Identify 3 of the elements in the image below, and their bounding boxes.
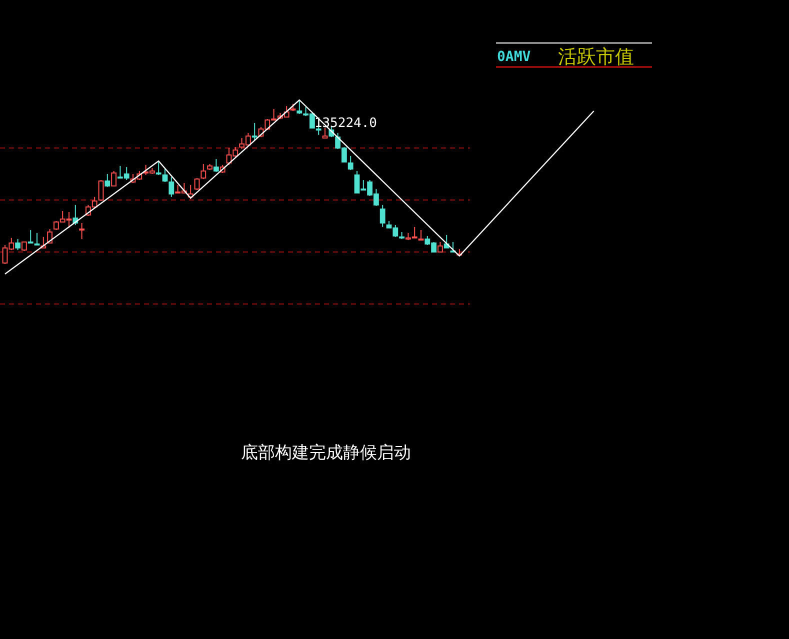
chart-subtitle: 活跃市值 bbox=[558, 46, 634, 68]
chart-title: 0AMV bbox=[497, 49, 532, 65]
text: 底部构建完成静候启动 bbox=[241, 443, 411, 463]
